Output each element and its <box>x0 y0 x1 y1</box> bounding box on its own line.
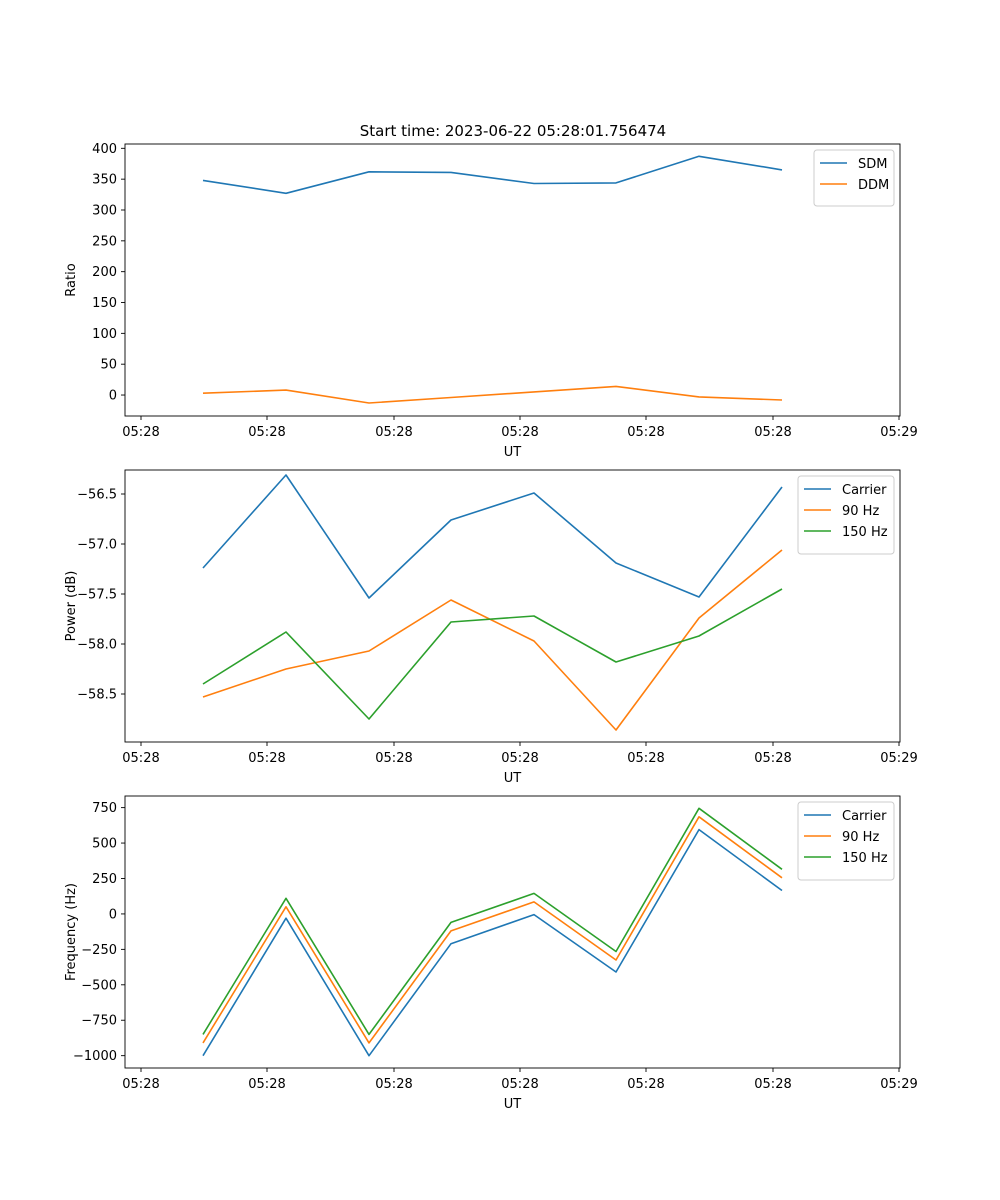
x-tick-label: 05:28 <box>375 751 412 766</box>
y-tick-label: 0 <box>109 389 117 404</box>
series-line-carrier <box>202 828 783 1057</box>
x-tick-label: 05:28 <box>122 425 159 440</box>
x-tick-label: 05:28 <box>501 751 538 766</box>
axes-frame <box>124 795 901 1069</box>
x-tick-label: 05:28 <box>248 425 285 440</box>
x-axis-ticks: 05:28 05:28 05:28 05:28 05:28 05:28 05:29 <box>122 416 918 440</box>
axes-frame <box>124 143 901 417</box>
legend-box <box>797 475 895 555</box>
y-tick-label: 0 <box>109 907 117 922</box>
x-tick-label: 05:28 <box>627 751 664 766</box>
legend-label: 150 Hz <box>842 851 888 866</box>
x-tick-label: 05:28 <box>501 425 538 440</box>
subplot-2: 05:28 05:28 05:28 05:28 05:28 05:28 05:29 UT −58… <box>64 469 918 786</box>
y-axis-label: Frequency (Hz) <box>64 883 79 981</box>
x-tick-label: 05:28 <box>248 751 285 766</box>
subplot-1: 05:28 05:28 05:28 05:28 05:28 05:28 05:29 UT 0 50… <box>64 142 918 460</box>
y-tick-label: 250 <box>92 234 117 249</box>
y-tick-label: 400 <box>92 142 117 157</box>
legend-label: 90 Hz <box>842 830 879 845</box>
x-tick-label: 05:29 <box>880 751 917 766</box>
y-axis-ticks: −58.5 −58.0 −57.5 −57.0 −56.5 <box>77 488 125 703</box>
x-tick-label: 05:28 <box>248 1077 285 1092</box>
figure-title: Start time: 2023-06-22 05:28:01.756474 <box>360 122 666 140</box>
axes-frame <box>124 469 901 743</box>
subplots: 05:28 05:28 05:28 05:28 05:28 05:28 05:29 UT 0 50… <box>64 142 918 1112</box>
x-axis-label: UT <box>504 771 522 786</box>
x-tick-label: 05:28 <box>754 1077 791 1092</box>
y-tick-label: 200 <box>92 265 117 280</box>
x-tick-label: 05:28 <box>627 1077 664 1092</box>
legend: Carrier 90 Hz 150 Hz <box>797 801 895 881</box>
legend-label: 150 Hz <box>842 525 888 540</box>
legend-label: Carrier <box>842 483 887 498</box>
legend-label: Carrier <box>842 809 887 824</box>
y-tick-label: 300 <box>92 203 117 218</box>
x-tick-label: 05:28 <box>122 1077 159 1092</box>
y-tick-label: 250 <box>92 872 117 887</box>
y-tick-label: 150 <box>92 296 117 311</box>
legend: Carrier 90 Hz 150 Hz <box>797 475 895 555</box>
x-tick-label: 05:28 <box>375 1077 412 1092</box>
x-axis-label: UT <box>504 445 522 460</box>
series-line-150-hz <box>202 588 783 720</box>
series-line-carrier <box>202 474 783 599</box>
y-tick-label: −250 <box>81 943 117 958</box>
legend-box <box>813 149 895 207</box>
series-line-90-hz <box>202 815 783 1044</box>
y-tick-label: −750 <box>81 1014 117 1029</box>
y-tick-label: 350 <box>92 173 117 188</box>
x-axis-ticks: 05:28 05:28 05:28 05:28 05:28 05:28 05:29 <box>122 1068 918 1092</box>
x-tick-label: 05:28 <box>375 425 412 440</box>
y-tick-label: 750 <box>92 801 117 816</box>
y-axis-label: Ratio <box>64 263 79 296</box>
x-tick-label: 05:28 <box>122 751 159 766</box>
x-tick-label: 05:28 <box>501 1077 538 1092</box>
y-axis-label: Power (dB) <box>64 571 79 642</box>
y-axis-ticks: −1000 −750 −500 −250 0 250 500 750 <box>73 801 125 1064</box>
legend-label: 90 Hz <box>842 504 879 519</box>
series-line-90-hz <box>202 549 783 731</box>
legend-label: SDM <box>858 157 887 172</box>
y-tick-label: −57.0 <box>77 538 117 553</box>
y-axis-ticks: 0 50 100 150 200 250 300 350 400 <box>92 142 125 404</box>
x-axis-label: UT <box>504 1097 522 1112</box>
x-axis-ticks: 05:28 05:28 05:28 05:28 05:28 05:28 05:29 <box>122 742 918 766</box>
series-line-150-hz <box>202 807 783 1036</box>
y-tick-label: 500 <box>92 837 117 852</box>
legend: SDM DDM <box>813 149 895 207</box>
legend-box <box>797 801 895 881</box>
y-tick-label: −58.0 <box>77 638 117 653</box>
y-tick-label: −500 <box>81 978 117 993</box>
legend-label: DDM <box>858 178 889 193</box>
x-tick-label: 05:28 <box>627 425 664 440</box>
y-tick-label: −58.5 <box>77 688 117 703</box>
y-tick-label: −1000 <box>73 1049 117 1064</box>
y-tick-label: 50 <box>100 358 117 373</box>
y-tick-label: 100 <box>92 327 117 342</box>
subplot-3: 05:28 05:28 05:28 05:28 05:28 05:28 05:29 UT −10… <box>64 795 918 1112</box>
y-tick-label: −57.5 <box>77 588 117 603</box>
x-tick-label: 05:29 <box>880 1077 917 1092</box>
x-tick-label: 05:28 <box>754 751 791 766</box>
x-tick-label: 05:29 <box>880 425 917 440</box>
y-tick-label: −56.5 <box>77 488 117 503</box>
series-line-ddm <box>202 385 783 404</box>
series-line-sdm <box>202 155 783 195</box>
x-tick-label: 05:28 <box>754 425 791 440</box>
